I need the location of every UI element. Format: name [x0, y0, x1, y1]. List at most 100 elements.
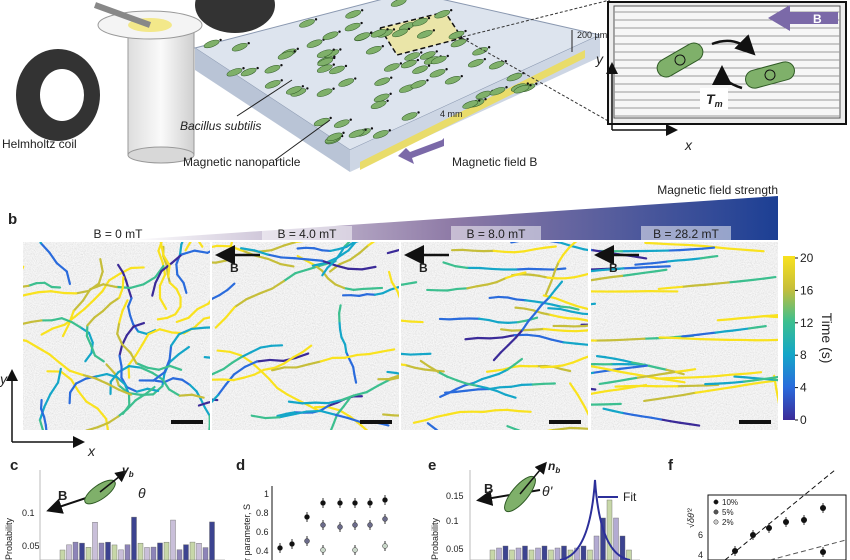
bar	[541, 545, 548, 560]
trajectory-segment	[489, 372, 501, 378]
label-bg	[641, 226, 731, 242]
trajectory-segment	[591, 277, 602, 282]
trajectory-segment	[747, 326, 759, 330]
trajectory-segment	[505, 273, 517, 280]
trajectory-segment	[137, 330, 148, 336]
trajectory-segment	[544, 285, 551, 296]
trend-line	[769, 539, 847, 560]
trajectory-segment	[158, 328, 173, 334]
trajectory-segment	[707, 374, 721, 378]
trajectory-segment	[97, 270, 104, 285]
trajectory-segment	[387, 374, 399, 381]
trajectory-segment	[506, 363, 516, 371]
trajectory-segment	[669, 420, 682, 424]
trajectory-segment	[184, 242, 192, 252]
trajectory-segment	[578, 470, 587, 478]
trajectory-segment	[419, 359, 431, 368]
leader	[236, 79, 293, 117]
trajectory-segment	[311, 261, 327, 267]
bar	[170, 519, 176, 560]
trajectory-segment	[107, 272, 121, 282]
trajectory-segment	[808, 312, 819, 313]
trajectory-segment	[175, 316, 190, 323]
nanoparticle	[301, 85, 305, 88]
trajectory-segment	[96, 421, 110, 429]
trajectory-segment	[569, 310, 584, 315]
trajectory-segment	[761, 314, 776, 318]
bacterium	[370, 29, 387, 38]
bar	[528, 549, 535, 560]
trajectory-segment	[494, 368, 505, 372]
trajectory-segment	[151, 371, 164, 381]
point	[337, 524, 343, 530]
y-tick: 0.6	[256, 527, 269, 537]
trajectory-segment	[418, 212, 429, 216]
trajectory-segment	[561, 361, 575, 367]
trajectory-segment	[93, 354, 105, 363]
trajectory-segment	[270, 244, 285, 252]
trajectory-segment	[472, 378, 483, 385]
trajectory-segment	[657, 265, 671, 268]
trajectory-segment	[371, 286, 384, 290]
trajectory-segment	[559, 305, 571, 309]
trajectory-segment	[264, 416, 281, 420]
bacterium	[404, 52, 421, 61]
trajectory-segment	[89, 283, 105, 291]
trajectory-segment	[36, 346, 51, 356]
point	[820, 505, 826, 511]
nanoparticle	[332, 63, 335, 66]
trajectory-segment	[59, 370, 73, 381]
trajectory-segment	[329, 248, 340, 253]
trajectory-segment	[634, 262, 645, 266]
trajectory-segment	[53, 444, 56, 458]
trajectory-segment	[40, 327, 54, 336]
bar	[176, 549, 183, 560]
trajectory-segment	[23, 339, 28, 342]
trajectory-segment	[749, 371, 763, 375]
trajectory-segment	[564, 276, 576, 280]
bar	[157, 542, 163, 560]
trajectory-segment	[576, 305, 588, 311]
bar	[111, 544, 118, 560]
trajectory-segment	[199, 192, 201, 202]
panel-d: d Order parameter, S 1 0.8 0.6 0.4	[236, 457, 388, 560]
trajectory-segment	[165, 189, 167, 200]
nanoparticle	[306, 87, 309, 90]
colorbar-title: Time (s)	[819, 313, 835, 364]
trajectory-segment	[691, 257, 703, 261]
trajectory-segment	[39, 443, 44, 450]
trajectory-segment	[322, 452, 323, 462]
trajectory-segment	[528, 273, 540, 277]
trajectory-segment	[678, 248, 693, 252]
bacterium	[416, 30, 433, 39]
trajectory-segment	[681, 334, 692, 338]
trajectory-segment	[189, 176, 197, 183]
trajectory-segment	[338, 304, 342, 315]
trajectory-segment	[533, 432, 542, 435]
trajectory-segment	[68, 369, 84, 376]
trajectory-segment	[644, 242, 659, 245]
trajectory-segment	[276, 412, 288, 418]
trajectory-segment	[672, 336, 688, 340]
trajectory-segment	[36, 181, 40, 193]
trajectory-segment	[750, 277, 765, 282]
trajectory-segment	[408, 216, 419, 221]
nanoparticle	[445, 68, 448, 71]
trajectory-segment	[23, 293, 27, 297]
point	[367, 522, 373, 528]
trajectory-segment	[50, 458, 56, 471]
trajectory-segment	[505, 408, 520, 413]
trajectory-segment	[622, 359, 633, 364]
point	[304, 514, 310, 520]
stage	[127, 24, 195, 156]
trajectory-segment	[271, 279, 285, 290]
nanoparticle	[364, 128, 367, 131]
trajectory-segment	[434, 428, 439, 430]
trajectory-segment	[570, 244, 585, 251]
tile-label: B = 4.0 mT	[277, 227, 337, 241]
trajectory-segment	[73, 307, 86, 318]
trajectory-segment	[167, 170, 175, 178]
trajectory-segment	[577, 427, 588, 430]
field-label: B	[230, 261, 239, 275]
nanoparticle	[293, 50, 296, 53]
